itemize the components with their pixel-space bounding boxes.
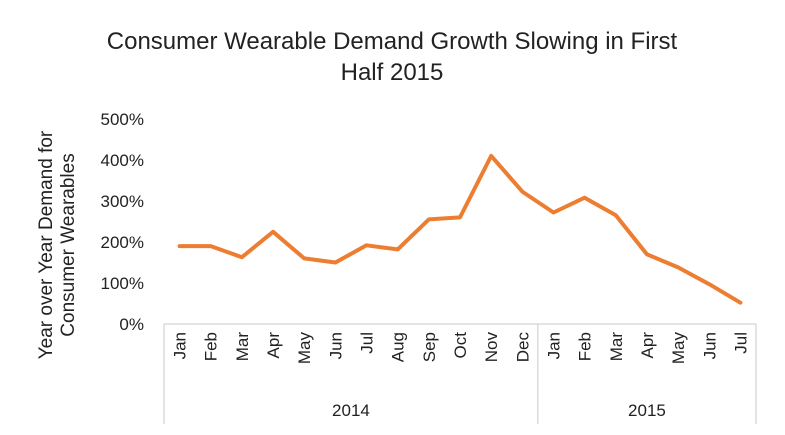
y-tick-label: 500% <box>101 110 144 129</box>
x-tick-label: Jan <box>544 332 563 359</box>
x-tick-label: Mar <box>233 332 252 362</box>
x-axis-tick-labels: Jan Feb Mar Apr May Jun Jul Aug Sep Oct Nov Dec Jan F… <box>171 332 751 365</box>
x-tick-label: May <box>295 332 314 365</box>
y-tick-label: 200% <box>101 233 144 252</box>
y-axis-tick-labels: 0% 100% 200% 300% 400% 500% <box>101 110 144 334</box>
axes <box>163 323 757 424</box>
series-lines <box>177 153 743 305</box>
x-tick-label: Jun <box>700 332 719 359</box>
x-tick-label: May <box>669 332 688 365</box>
y-tick-label: 0% <box>119 315 144 334</box>
x-tick-label: Aug <box>389 332 408 362</box>
x-tick-label: Jun <box>326 332 345 359</box>
x-tick-label: Feb <box>202 332 221 361</box>
x-tick-label: Jul <box>731 332 750 354</box>
x-tick-label: Jul <box>358 332 377 354</box>
x-tick-label: Nov <box>482 332 501 363</box>
series-line <box>177 153 743 305</box>
y-axis-title: Year over Year Demand for Consumer Weara… <box>36 130 79 359</box>
x-tick-label: Apr <box>638 332 657 359</box>
chart-title-line-2: Half 2015 <box>341 59 444 86</box>
x-tick-label: Sep <box>420 332 439 362</box>
x-tick-label: Mar <box>607 332 626 362</box>
y-tick-label: 100% <box>101 274 144 293</box>
chart-title-line-1: Consumer Wearable Demand Growth Slowing … <box>107 28 678 55</box>
x-tick-label: Apr <box>264 332 283 359</box>
x-group-label: 2015 <box>628 401 666 420</box>
y-tick-label: 300% <box>101 192 144 211</box>
x-group-label: 2014 <box>332 401 370 420</box>
x-tick-label: Oct <box>451 332 470 359</box>
y-axis-title-line-1: Year over Year Demand for <box>36 130 57 359</box>
x-axis-group-labels: 2014 2015 <box>332 401 666 420</box>
y-tick-label: 400% <box>101 151 144 170</box>
y-axis-title-line-2: Consumer Wearables <box>58 153 79 336</box>
x-tick-label: Feb <box>576 332 595 361</box>
x-tick-label: Dec <box>513 332 532 363</box>
x-tick-label: Jan <box>171 332 190 359</box>
